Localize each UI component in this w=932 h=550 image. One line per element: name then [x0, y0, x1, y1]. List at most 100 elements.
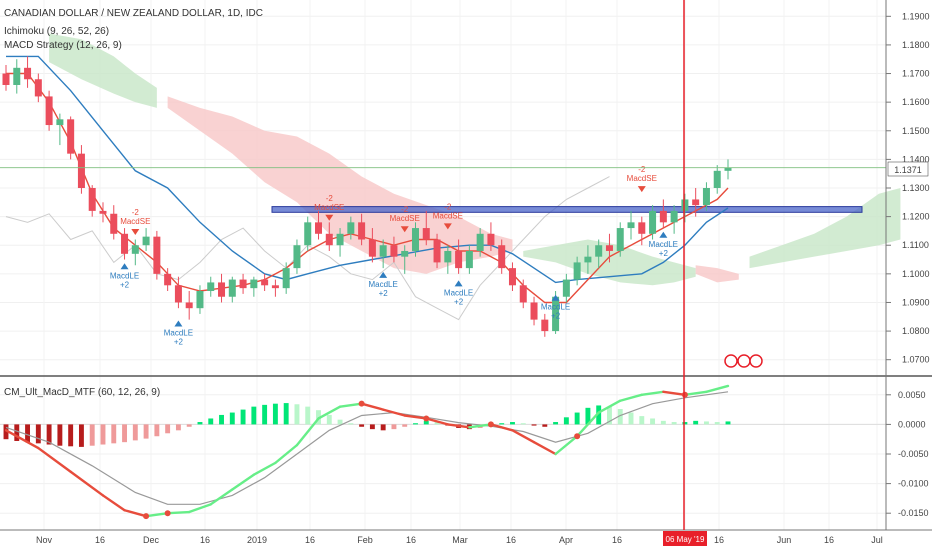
time-tick-label: 16 [200, 535, 210, 545]
macd-line-segment [640, 390, 665, 396]
macd-tick-label: -0.0050 [898, 449, 929, 459]
cloud-bull-segment [749, 188, 901, 269]
candle-down [121, 233, 129, 254]
macd-histogram-bar [628, 412, 634, 425]
candle-up [336, 233, 344, 246]
macd-histogram-bar [46, 424, 52, 445]
macd-histogram-bar [143, 424, 149, 439]
macd-tick-label: -0.0150 [898, 508, 929, 518]
candle-down [508, 268, 516, 286]
macd-histogram-bar [283, 403, 289, 425]
short-entry-qty: -2 [326, 194, 334, 203]
candle-down [218, 282, 226, 297]
macd-histogram-bar [520, 423, 526, 425]
candle-up [627, 222, 635, 229]
time-tick-label: 16 [612, 535, 622, 545]
candle-down [24, 67, 32, 80]
macd-histogram-bar [175, 424, 181, 431]
macd-histogram-bar [596, 405, 602, 425]
macd-strategy-legend[interactable]: MACD Strategy (12, 26, 9) [4, 40, 122, 51]
price-tick-label: 1.1300 [902, 183, 930, 193]
candle-up [250, 279, 258, 289]
time-tick-label: 16 [95, 535, 105, 545]
macd-line-segment [532, 440, 557, 456]
price-axis[interactable]: 1.19001.18001.17001.16001.15001.14001.13… [886, 11, 930, 365]
macd-line-segment [144, 512, 169, 518]
macd-cross-dot [423, 415, 430, 422]
macd-line-segment [37, 446, 72, 473]
macd-axis[interactable]: 0.0050 0.0000 -0.0050 -0.0100 -0.0150 [886, 390, 929, 518]
macd-cross-dot [358, 400, 365, 407]
earnings-icon[interactable] [724, 354, 738, 368]
time-tick-label: Jul [871, 535, 883, 545]
candle-up [13, 67, 21, 85]
candle-down [433, 239, 441, 263]
resistance-zone[interactable] [271, 206, 863, 213]
candle-down [659, 210, 667, 223]
macd-histogram-bar [337, 419, 343, 425]
candle-down [605, 245, 613, 251]
macd-line-segment [511, 429, 536, 444]
date-cursor-badge [663, 531, 707, 546]
price-tick-label: 1.0700 [902, 355, 930, 365]
price-tick-label: 1.1200 [902, 212, 930, 222]
long-entry-label: MacdLE [649, 240, 678, 249]
candle-down [358, 222, 366, 240]
macd-cross-dot [164, 510, 171, 517]
candle-up [304, 222, 312, 246]
macd-histogram-bar [132, 424, 138, 441]
long-entry-arrow [120, 263, 129, 270]
time-tick-label: Mar [452, 535, 468, 545]
macd-cross-dot [487, 421, 494, 428]
dividend-icon[interactable] [737, 354, 751, 368]
split-icon[interactable] [749, 354, 763, 368]
price-tick-label: 1.1800 [902, 40, 930, 50]
candle-down [239, 279, 247, 289]
ichimoku-legend[interactable]: Ichimoku (9, 26, 52, 26) [4, 26, 109, 37]
lower-panel-title[interactable]: CM_Ult_MacD_MTF (60, 12, 26, 9) [4, 387, 160, 398]
candle-up [401, 250, 409, 257]
candle-up [207, 282, 215, 292]
macd-histogram-bar [531, 424, 537, 426]
candlesticks [2, 56, 732, 337]
macd-histogram-bar [100, 424, 106, 445]
event-icons[interactable] [724, 354, 763, 368]
candle-up [702, 188, 710, 206]
macd-line-segment [683, 390, 708, 396]
date-cursor-label: 06 May '19 [666, 535, 705, 544]
macd-line-segment [231, 473, 256, 491]
macd-line-segment [619, 393, 643, 402]
price-tick-label: 1.1400 [902, 154, 930, 164]
candle-down [88, 188, 96, 211]
candle-up [713, 170, 721, 188]
candle-down [390, 245, 398, 257]
long-entry-qty: +2 [379, 289, 389, 298]
candle-up [465, 250, 473, 269]
candle-up [142, 236, 150, 246]
macd-histogram-bar [359, 424, 365, 427]
macd-line-segment [554, 435, 579, 456]
candle-down [185, 302, 193, 309]
time-axis[interactable]: Nov 16 Dec 16 2019 16 Feb 16 Mar 16 Apr 16 16 Jun 16 Ju… [36, 535, 883, 545]
cloud-bear-segment [695, 265, 739, 283]
macd-histogram-bar [25, 424, 31, 443]
macd-histogram-bar [703, 421, 709, 425]
long-entry-qty: +2 [120, 280, 130, 289]
macd-tick-label: 0.0000 [898, 419, 926, 429]
macd-signal-line [5, 391, 729, 505]
time-tick-label: 16 [824, 535, 834, 545]
candle-down [2, 73, 10, 85]
macd-tick-label: 0.0050 [898, 390, 926, 400]
candle-up [724, 167, 732, 171]
candle-down [455, 250, 463, 269]
macd-histogram-bar [725, 421, 731, 425]
macd-histogram-bar [208, 418, 214, 425]
long-entry-label: MacdLE [164, 328, 193, 337]
candle-up [649, 210, 657, 234]
macd-histogram-bar [402, 424, 408, 427]
macd-histogram-bar [305, 406, 311, 425]
macd-histogram-bar [660, 420, 666, 425]
macd-histogram-bar [186, 424, 192, 427]
macd-histogram-bar [693, 420, 699, 425]
